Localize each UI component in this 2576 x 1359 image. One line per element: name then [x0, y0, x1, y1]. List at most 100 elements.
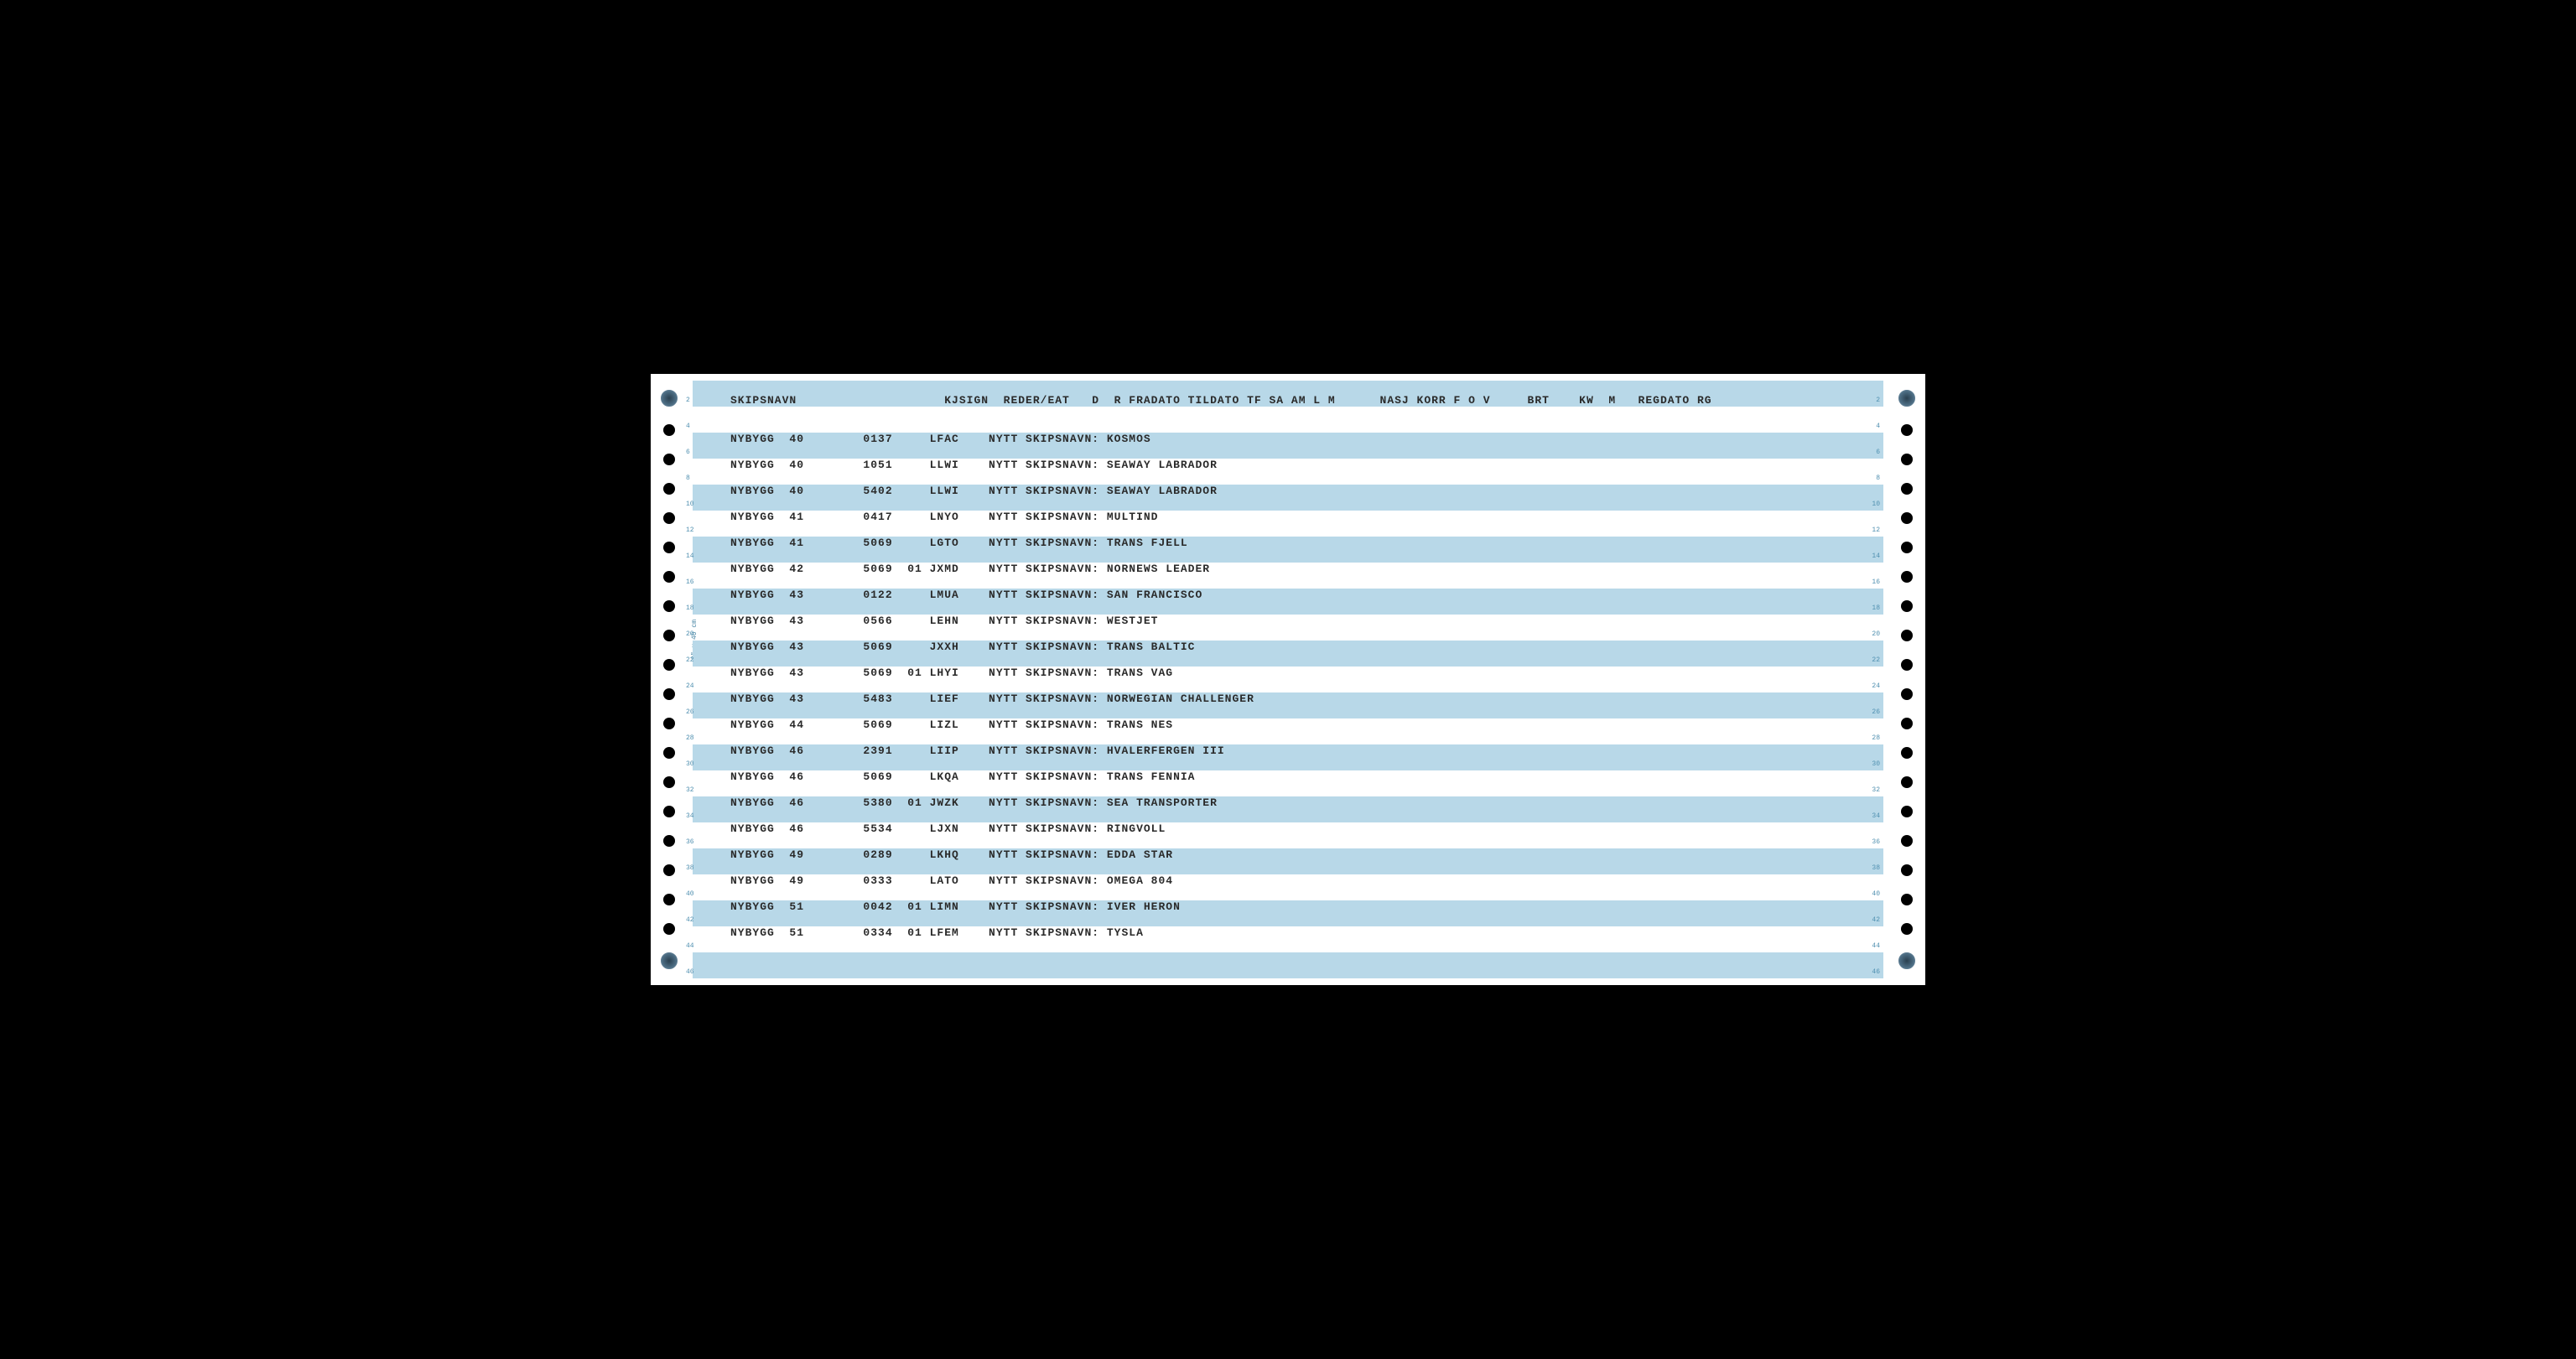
- sprocket-hole: [663, 630, 675, 641]
- print-line: 3030: [693, 758, 1883, 771]
- print-line: 1414: [693, 550, 1883, 563]
- data-row: NYBYGG 46 2391 LIIP NYTT SKIPSNAVN: HVAL…: [730, 744, 1225, 757]
- print-line: [693, 407, 1883, 420]
- line-number-left: 44: [686, 942, 694, 950]
- sprocket-hole: [1901, 718, 1913, 729]
- line-number-right: 10: [1872, 501, 1880, 508]
- sprocket-hole: [1901, 424, 1913, 436]
- line-number-left: 26: [686, 708, 694, 716]
- line-number-left: 34: [686, 812, 694, 820]
- sprocket-hole: [1901, 894, 1913, 905]
- data-row: NYBYGG 49 0289 LKHQ NYTT SKIPSNAVN: EDDA…: [730, 848, 1173, 861]
- sprocket-hole: [663, 718, 675, 729]
- sprocket-hole: [1898, 390, 1915, 407]
- line-number-left: 38: [686, 864, 694, 872]
- print-line: NYBYGG 49 0333 LATO NYTT SKIPSNAVN: OMEG…: [693, 874, 1883, 888]
- print-line: [693, 952, 1883, 966]
- sprocket-hole: [663, 571, 675, 583]
- print-line: NYBYGG 46 5534 LJXN NYTT SKIPSNAVN: RING…: [693, 822, 1883, 836]
- sprocket-hole: [1901, 483, 1913, 495]
- line-number-right: 40: [1872, 890, 1880, 898]
- print-line: 3434: [693, 810, 1883, 823]
- line-number-right: 26: [1872, 708, 1880, 716]
- line-number-left: 12: [686, 526, 694, 534]
- line-number-left: 20: [686, 630, 694, 638]
- line-number-right: 44: [1872, 942, 1880, 950]
- sprocket-holes-right: [1892, 374, 1922, 985]
- sprocket-hole: [663, 747, 675, 759]
- print-line: 4040: [693, 888, 1883, 901]
- sprocket-hole: [1901, 776, 1913, 788]
- sprocket-hole: [1898, 952, 1915, 969]
- sprocket-hole: [1901, 747, 1913, 759]
- line-number-right: 16: [1872, 578, 1880, 586]
- line-number-right: 24: [1872, 682, 1880, 690]
- header-columns: SKIPSNAVN KJSIGN REDER/EAT D R FRADATO T…: [730, 394, 1712, 407]
- line-number-left: 8: [686, 475, 690, 482]
- data-row: NYBYGG 43 0566 LEHN NYTT SKIPSNAVN: WEST…: [730, 615, 1158, 627]
- line-number-right: 12: [1872, 526, 1880, 534]
- sprocket-hole: [663, 864, 675, 876]
- sprocket-hole: [663, 542, 675, 553]
- line-number-right: 28: [1872, 734, 1880, 742]
- sprocket-hole: [1901, 659, 1913, 671]
- print-line: NYBYGG 43 5483 LIEF NYTT SKIPSNAVN: NORW…: [693, 692, 1883, 706]
- print-line: NYBYGG 43 5069 JXXH NYTT SKIPSNAVN: TRAN…: [693, 641, 1883, 654]
- line-number-right: 36: [1872, 838, 1880, 846]
- print-line: 2020: [693, 628, 1883, 641]
- line-number-left: 24: [686, 682, 694, 690]
- line-number-right: 30: [1872, 760, 1880, 768]
- data-row: NYBYGG 51 0334 01 LFEM NYTT SKIPSNAVN: T…: [730, 926, 1144, 939]
- sprocket-hole: [663, 454, 675, 465]
- print-line: NYBYGG 41 0417 LNYO NYTT SKIPSNAVN: MULT…: [693, 511, 1883, 524]
- print-line: NYBYGG 42 5069 01 JXMD NYTT SKIPSNAVN: N…: [693, 563, 1883, 576]
- data-row: NYBYGG 43 5069 JXXH NYTT SKIPSNAVN: TRAN…: [730, 641, 1195, 653]
- sprocket-hole: [1901, 512, 1913, 524]
- print-line: NYBYGG 41 5069 LGTO NYTT SKIPSNAVN: TRAN…: [693, 537, 1883, 550]
- print-line: NYBYGG 43 5069 01 LHYI NYTT SKIPSNAVN: T…: [693, 667, 1883, 680]
- sprocket-hole: [663, 835, 675, 847]
- print-line: 2222: [693, 654, 1883, 667]
- data-row: NYBYGG 40 5402 LLWI NYTT SKIPSNAVN: SEAW…: [730, 485, 1218, 497]
- data-row: NYBYGG 42 5069 01 JXMD NYTT SKIPSNAVN: N…: [730, 563, 1210, 575]
- print-line: 1616: [693, 576, 1883, 589]
- print-line: [693, 381, 1883, 394]
- sprocket-hole: [663, 923, 675, 935]
- print-line: NYBYGG 40 5402 LLWI NYTT SKIPSNAVN: SEAW…: [693, 485, 1883, 498]
- data-row: NYBYGG 46 5534 LJXN NYTT SKIPSNAVN: RING…: [730, 822, 1166, 835]
- line-number-left: 22: [686, 656, 694, 664]
- sprocket-hole: [661, 952, 678, 969]
- line-number-left: 36: [686, 838, 694, 846]
- line-number-right: 22: [1872, 656, 1880, 664]
- print-line: NYBYGG 43 0122 LMUA NYTT SKIPSNAVN: SAN …: [693, 589, 1883, 602]
- sprocket-hole: [1901, 806, 1913, 817]
- sprocket-hole: [1901, 454, 1913, 465]
- sprocket-hole: [1901, 542, 1913, 553]
- sprocket-hole: [663, 806, 675, 817]
- data-row: NYBYGG 46 5069 LKQA NYTT SKIPSNAVN: TRAN…: [730, 770, 1195, 783]
- data-row: NYBYGG 40 1051 LLWI NYTT SKIPSNAVN: SEAW…: [730, 459, 1218, 471]
- line-number-left: 14: [686, 552, 694, 560]
- line-number-left: 30: [686, 760, 694, 768]
- data-row: NYBYGG 43 0122 LMUA NYTT SKIPSNAVN: SAN …: [730, 589, 1202, 601]
- print-line: NYBYGG 44 5069 LIZL NYTT SKIPSNAVN: TRAN…: [693, 718, 1883, 732]
- sprocket-hole: [663, 894, 675, 905]
- sprocket-hole: [1901, 923, 1913, 935]
- data-row: NYBYGG 41 5069 LGTO NYTT SKIPSNAVN: TRAN…: [730, 537, 1188, 549]
- sprocket-hole: [1901, 835, 1913, 847]
- line-number-left: 32: [686, 786, 694, 794]
- print-line: 1212: [693, 524, 1883, 537]
- data-row: NYBYGG 40 0137 LFAC NYTT SKIPSNAVN: KOSM…: [730, 433, 1151, 445]
- print-line: NYBYGG 46 2391 LIIP NYTT SKIPSNAVN: HVAL…: [693, 744, 1883, 758]
- sprocket-hole: [1901, 688, 1913, 700]
- line-number-left: 10: [686, 501, 694, 508]
- data-row: NYBYGG 43 5483 LIEF NYTT SKIPSNAVN: NORW…: [730, 692, 1254, 705]
- data-row: NYBYGG 44 5069 LIZL NYTT SKIPSNAVN: TRAN…: [730, 718, 1173, 731]
- line-number-right: 4: [1876, 423, 1880, 430]
- line-number-right: 34: [1872, 812, 1880, 820]
- print-line: NYBYGG 40 1051 LLWI NYTT SKIPSNAVN: SEAW…: [693, 459, 1883, 472]
- print-line: NYBYGG 43 0566 LEHN NYTT SKIPSNAVN: WEST…: [693, 615, 1883, 628]
- sprocket-hole: [1901, 630, 1913, 641]
- line-number-left: 2: [686, 397, 690, 404]
- data-row: NYBYGG 43 5069 01 LHYI NYTT SKIPSNAVN: T…: [730, 667, 1173, 679]
